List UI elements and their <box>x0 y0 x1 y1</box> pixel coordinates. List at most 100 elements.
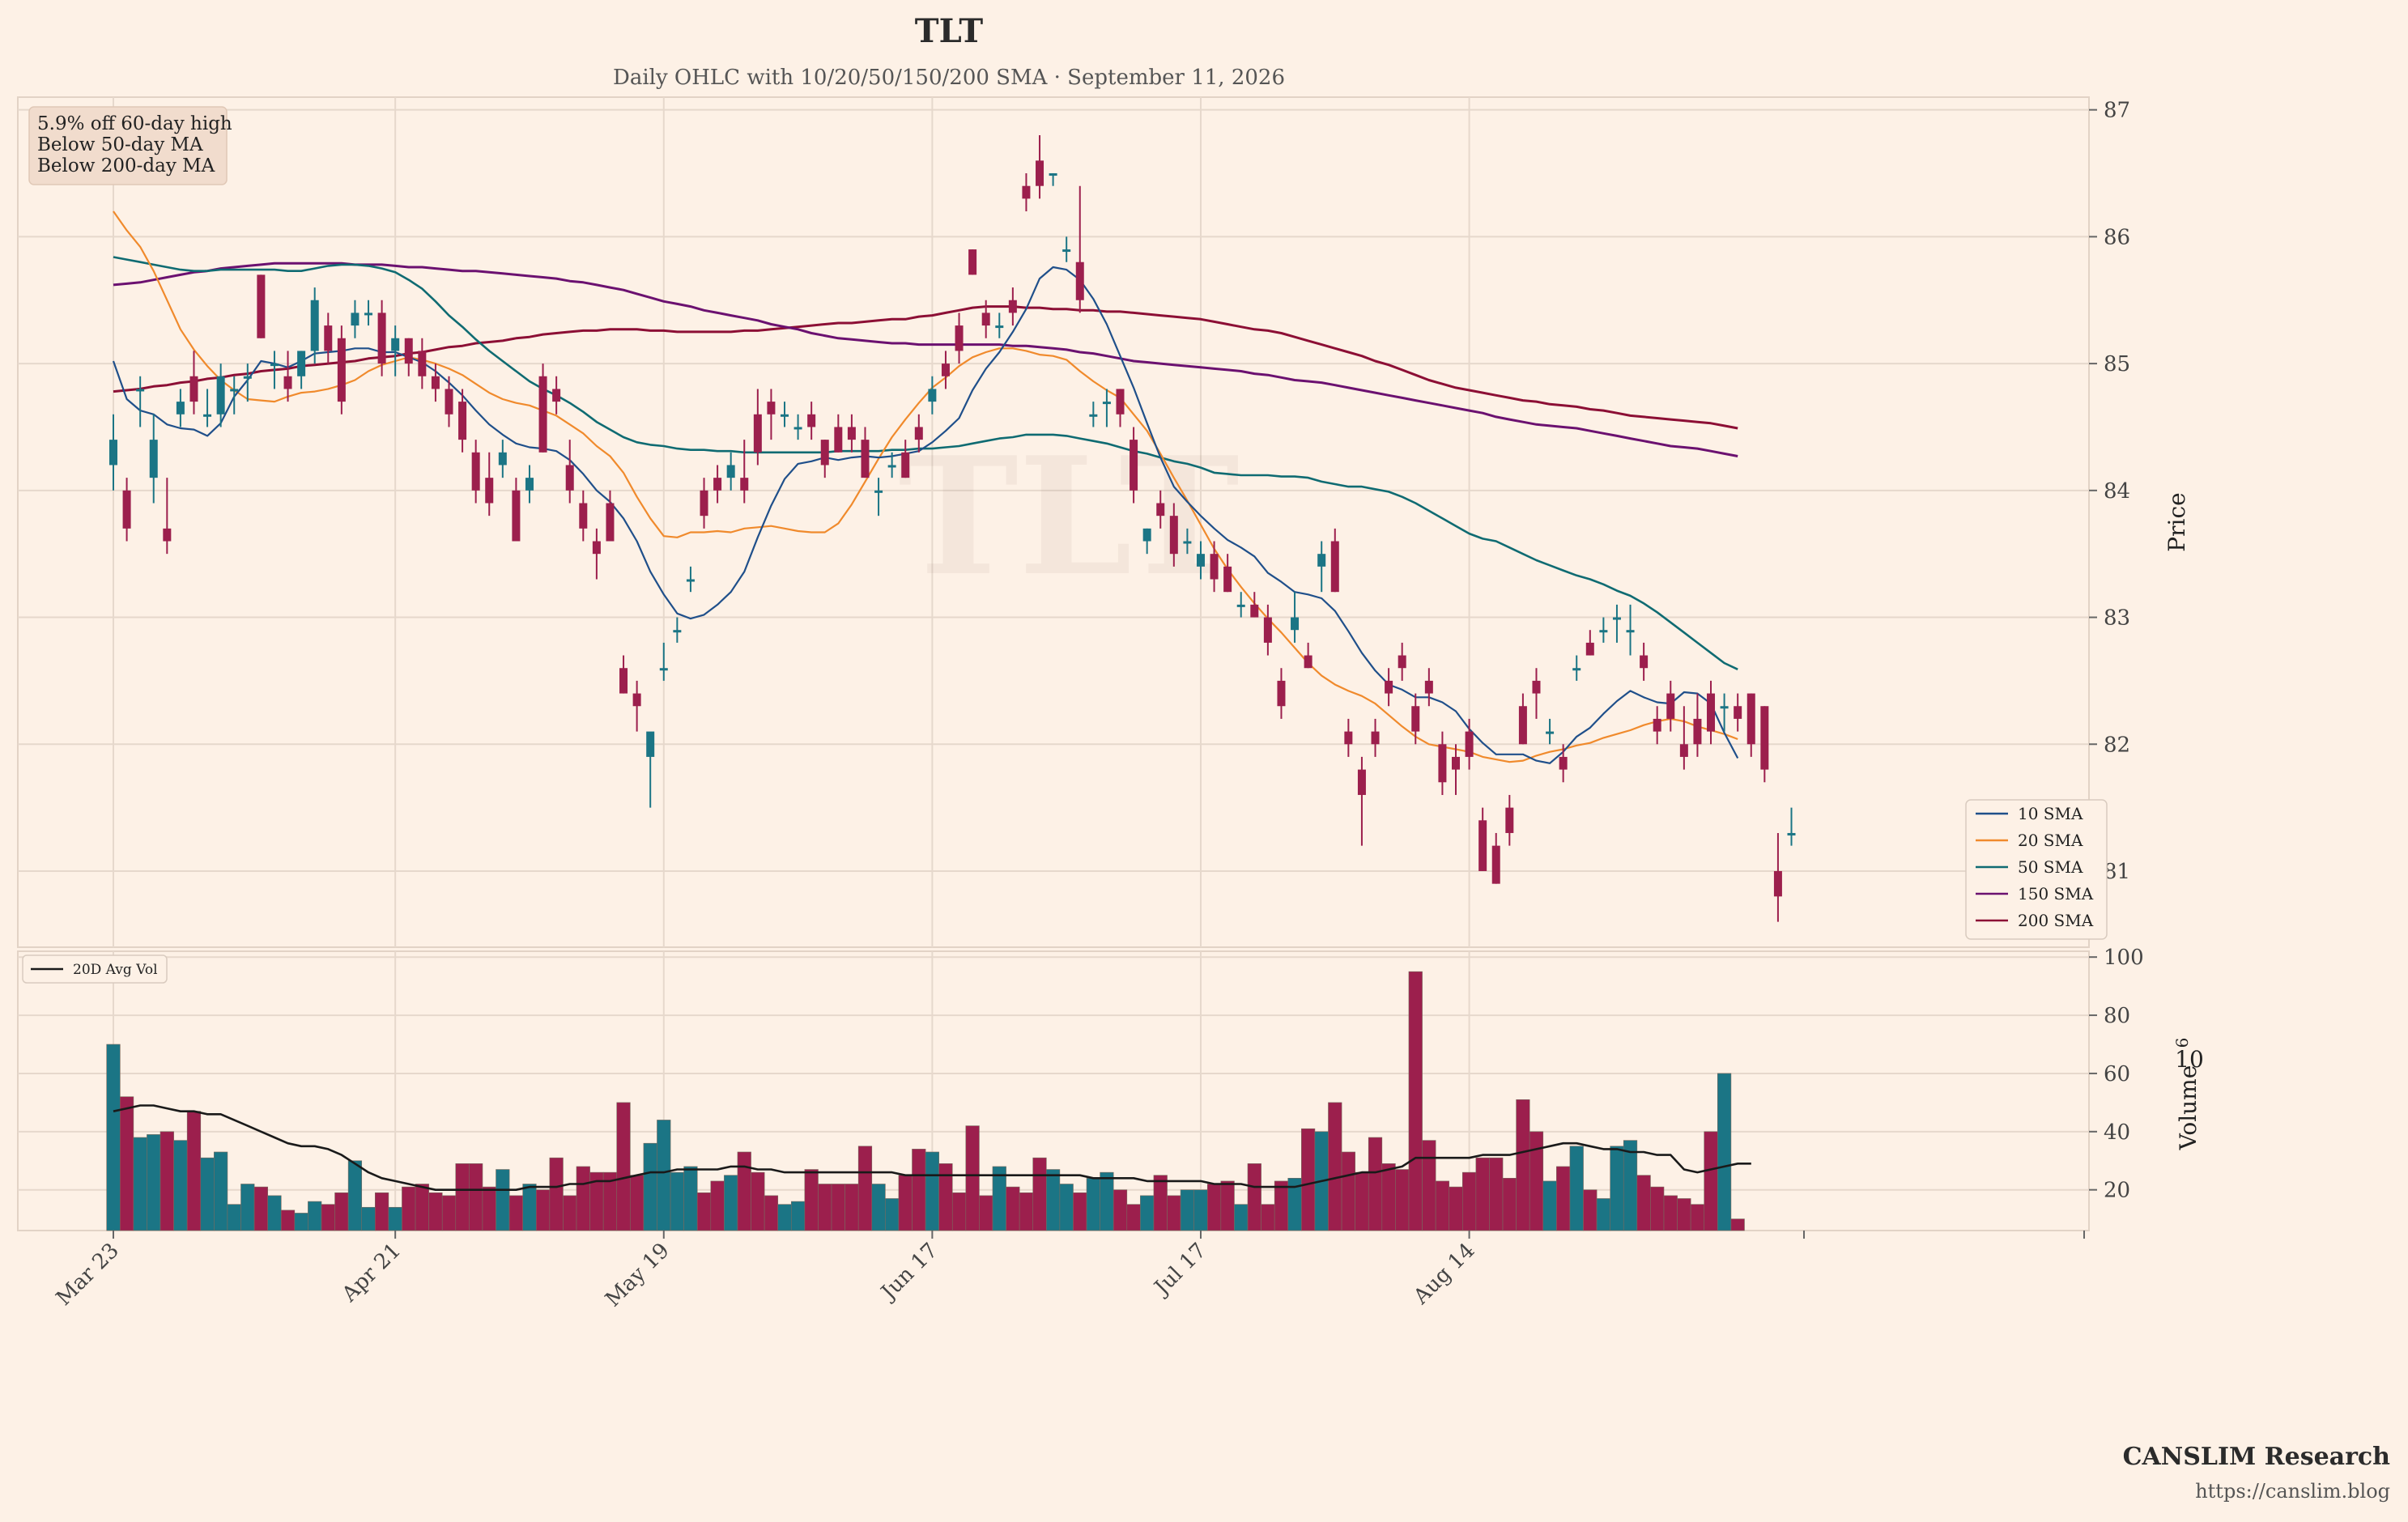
volume-bar <box>334 1192 349 1231</box>
candle <box>1532 668 1541 719</box>
candle <box>1746 693 1755 757</box>
candle-body <box>781 414 789 417</box>
candle <box>163 478 172 555</box>
candle-body <box>928 389 937 402</box>
candle <box>1640 642 1649 681</box>
candle-body <box>1344 731 1353 745</box>
price-grid <box>18 97 2089 947</box>
candle-body <box>1089 414 1098 417</box>
candle <box>538 363 547 453</box>
volume-bar <box>804 1169 819 1231</box>
candle <box>377 300 386 376</box>
candle-body <box>230 389 239 392</box>
legend-label: 50 SMA <box>2018 857 2083 877</box>
volume-bar <box>1461 1171 1477 1231</box>
candle <box>968 249 977 275</box>
volume-bar <box>160 1131 174 1231</box>
candle-body <box>619 668 628 694</box>
volume-bar <box>388 1206 402 1231</box>
candle <box>1546 718 1555 745</box>
candle-body <box>163 528 172 542</box>
volume-bar <box>724 1175 738 1231</box>
candle-body <box>1398 655 1406 669</box>
volume-bar <box>657 1120 671 1231</box>
volume-axis-label-group: Volume 6 <box>2172 1038 2202 1151</box>
candle-body <box>1075 261 1084 300</box>
candle <box>297 351 306 389</box>
candle-body <box>673 630 682 633</box>
candle-body <box>632 693 641 707</box>
volume-bar <box>1636 1175 1651 1231</box>
candle <box>1130 427 1138 504</box>
x-tick-label: Apr 21 <box>337 1239 406 1307</box>
candle <box>847 414 856 453</box>
candle <box>834 414 843 453</box>
volume-bar <box>951 1192 967 1231</box>
candle-body <box>1585 642 1594 656</box>
volume-bar <box>361 1206 376 1231</box>
candle <box>1653 706 1661 745</box>
sma-legend: 10 SMA 20 SMA 50 SMA 150 SMA 200 SMA <box>1965 799 2108 940</box>
candle-body <box>257 274 266 338</box>
volume-bar <box>1006 1186 1020 1231</box>
candle <box>485 452 494 517</box>
avg-volume-line <box>113 1104 1751 1191</box>
volume-bar <box>119 1096 134 1231</box>
volume-bar <box>1542 1180 1557 1231</box>
candle <box>512 478 521 542</box>
candle <box>149 414 158 504</box>
candle <box>1572 655 1581 681</box>
candle <box>1626 604 1635 656</box>
candle <box>1679 706 1688 770</box>
candle-body <box>418 351 427 376</box>
footer-url[interactable]: https://canslim.blog <box>2195 1480 2390 1503</box>
volume-bar <box>670 1171 684 1231</box>
candle <box>1438 731 1447 795</box>
candle <box>1693 693 1702 757</box>
legend-label: 200 SMA <box>2018 911 2094 930</box>
candle <box>310 287 319 364</box>
candle <box>283 351 292 402</box>
candle <box>1049 173 1057 186</box>
candle-body <box>1653 718 1661 732</box>
watermark: TLT <box>898 422 1240 612</box>
candle <box>1236 592 1245 618</box>
candle-body <box>874 490 883 493</box>
candle-body <box>767 402 776 415</box>
price-panel <box>17 96 2090 948</box>
footer-brand: CANSLIM Research <box>2122 1443 2390 1471</box>
candle <box>552 376 561 415</box>
candle <box>1491 832 1500 884</box>
candles <box>109 135 1796 922</box>
candle-body <box>726 465 735 478</box>
candle-body <box>981 312 990 326</box>
candle-body <box>1626 630 1635 633</box>
volume-bar <box>482 1186 496 1231</box>
volume-bar <box>912 1149 926 1231</box>
annotation-box <box>28 106 228 185</box>
volume-legend-box <box>22 954 168 984</box>
candle <box>471 440 480 504</box>
volume-bar <box>1086 1178 1100 1231</box>
volume-bar <box>1449 1186 1463 1231</box>
candle-body <box>1491 845 1500 884</box>
volume-bar <box>147 1134 161 1231</box>
volume-bar <box>1475 1157 1490 1231</box>
candle <box>418 338 427 389</box>
candle-body <box>1478 820 1487 871</box>
candle <box>1760 706 1769 783</box>
volume-bar <box>1516 1099 1530 1231</box>
candle-body <box>377 312 386 364</box>
price-tick-label: 84 <box>2104 479 2130 504</box>
volume-bar <box>965 1125 980 1231</box>
candle <box>1330 528 1339 593</box>
candle-body <box>807 414 816 427</box>
candle-body <box>955 325 964 351</box>
x-tick-label: Jun 17 <box>875 1239 943 1307</box>
candle-body <box>606 503 615 542</box>
volume-bar <box>402 1186 416 1231</box>
candle-body <box>1693 718 1702 745</box>
candle-body <box>1277 680 1286 707</box>
